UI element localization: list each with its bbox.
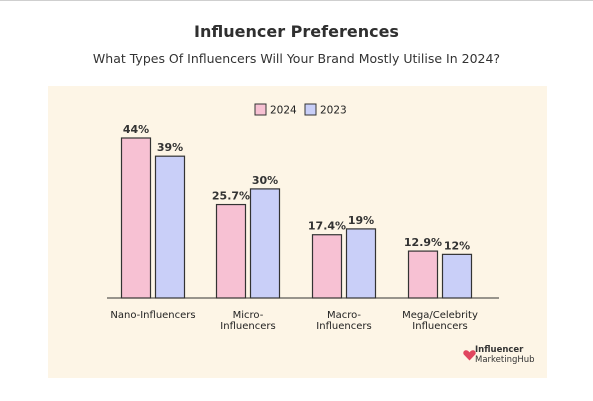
category-label-2-1: Influencers bbox=[316, 321, 371, 332]
category-label-2-0: Macro- bbox=[327, 310, 361, 321]
chart-title: Influencer Preferences bbox=[194, 22, 399, 41]
brand-name: Influencer MarketingHub bbox=[475, 345, 535, 365]
legend-swatch-2024 bbox=[254, 103, 267, 116]
bar-2023-2 bbox=[345, 228, 377, 299]
value-label-2023-3: 12% bbox=[444, 239, 470, 252]
legend-label-2023: 2023 bbox=[320, 105, 347, 117]
category-label-1-1: Influencers bbox=[220, 321, 275, 332]
value-label-2024-3: 12.9% bbox=[404, 236, 442, 249]
category-label-3-0: Mega/Celebrity bbox=[402, 310, 478, 321]
category-label-3-1: Influencers bbox=[412, 321, 467, 332]
brand-line-1: Influencer bbox=[475, 345, 524, 355]
chart-panel: 2024 2023 44% 39% Nano-Influencers 25.7% 30% Mi… bbox=[48, 86, 547, 378]
value-label-2024-0: 44% bbox=[123, 123, 149, 136]
bar-2024-3 bbox=[407, 250, 439, 299]
legend-swatch-2023 bbox=[304, 103, 317, 116]
category-label-1-0: Micro- bbox=[233, 310, 264, 321]
value-label-2023-2: 19% bbox=[348, 214, 374, 227]
heart-logo-icon bbox=[463, 350, 476, 361]
value-label-2023-1: 30% bbox=[252, 174, 278, 187]
brand-logo: Influencer MarketingHub bbox=[463, 345, 543, 369]
bar-2023-3 bbox=[441, 253, 473, 299]
value-label-2024-1: 25.7% bbox=[212, 190, 250, 203]
bar-2024-2 bbox=[311, 234, 343, 299]
bar-chart: 2024 2023 44% 39% Nano-Influencers 25.7%30% Mi… bbox=[107, 103, 499, 332]
bar-2024-0 bbox=[120, 137, 152, 299]
value-label-2023-0: 39% bbox=[157, 141, 183, 154]
brand-line-2: MarketingHub bbox=[475, 354, 535, 365]
chart-subtitle: What Types Of Influencers Will Your Bran… bbox=[92, 51, 501, 66]
bar-2023-1 bbox=[249, 188, 281, 299]
value-label-2024-2: 17.4% bbox=[308, 220, 346, 233]
top-rule bbox=[0, 0, 593, 1]
legend-label-2024: 2024 bbox=[270, 105, 297, 117]
category-label-0-0: Nano-Influencers bbox=[110, 310, 195, 321]
bar-2024-1 bbox=[215, 203, 247, 299]
bar-2023-0 bbox=[154, 155, 186, 299]
